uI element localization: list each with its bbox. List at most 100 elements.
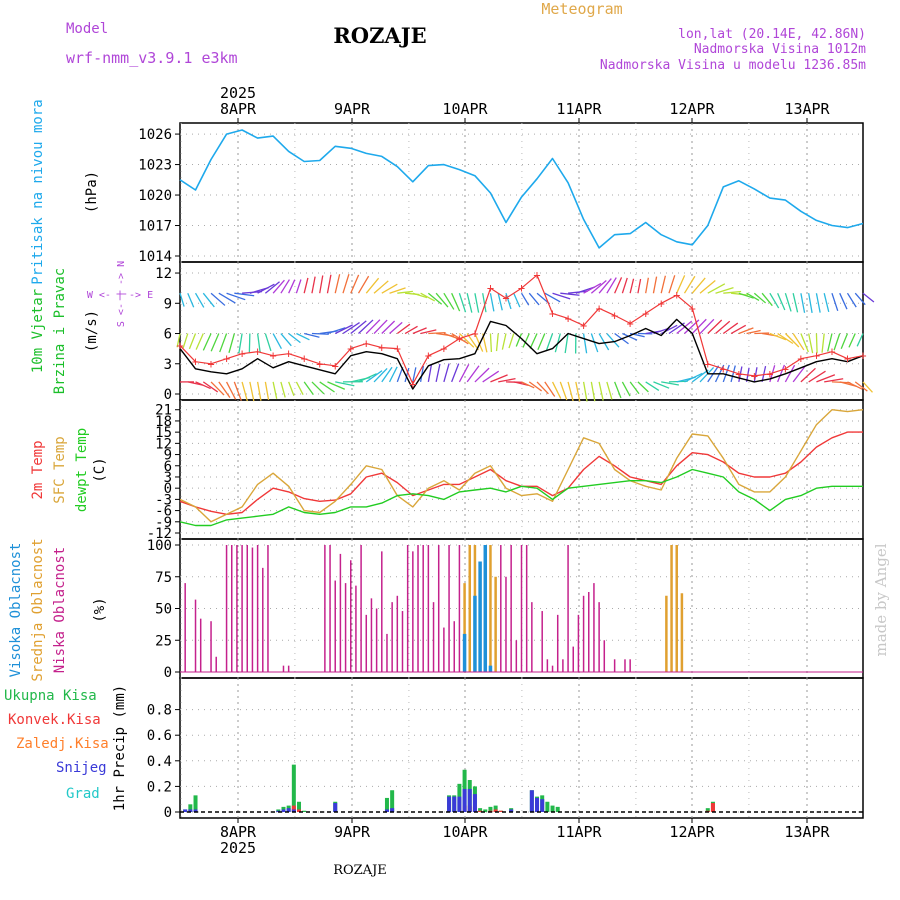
gust-marker: + bbox=[207, 357, 214, 371]
gust-marker: + bbox=[502, 291, 509, 305]
bottom-day-label: 8APR bbox=[220, 823, 257, 841]
wind-arrow bbox=[202, 333, 212, 351]
wind-arrow bbox=[831, 292, 839, 311]
pressure-ylabel: (hPa) bbox=[84, 171, 100, 213]
wind-arrow bbox=[497, 293, 503, 311]
gust-marker: + bbox=[564, 311, 571, 325]
precip-legend-conv: Konvek.Kisa bbox=[8, 712, 101, 728]
wind-arrow bbox=[365, 370, 383, 383]
wind-arrow bbox=[824, 378, 844, 383]
wind-arrow bbox=[264, 281, 280, 294]
wind-arrow bbox=[327, 327, 346, 335]
temp-title-3: dewpt Temp bbox=[74, 428, 90, 512]
wind-arrow bbox=[319, 275, 324, 294]
wind-compass-horizontal: W <- | -> E bbox=[87, 290, 153, 301]
wind-arrow bbox=[676, 275, 686, 294]
wind-arrow bbox=[560, 292, 580, 296]
gust-marker: + bbox=[456, 332, 463, 346]
wind-arrow bbox=[544, 292, 561, 303]
gust-marker: + bbox=[301, 352, 308, 366]
gust-marker: + bbox=[332, 359, 339, 373]
gust-marker: + bbox=[828, 345, 835, 359]
top-day-label: 10APR bbox=[442, 100, 488, 118]
y-tick-label: -3 bbox=[155, 492, 172, 508]
wind-arrow bbox=[303, 381, 314, 396]
wind-arrow bbox=[226, 292, 246, 301]
wind-arrow bbox=[288, 333, 301, 344]
precip-snow-bar bbox=[193, 809, 198, 812]
wind-arrow bbox=[234, 292, 255, 297]
precip-total-bar bbox=[488, 806, 493, 812]
wind-arrow bbox=[228, 333, 235, 353]
wind-arrow bbox=[637, 278, 642, 294]
wind-arrow bbox=[614, 277, 623, 294]
wind-arrow bbox=[513, 292, 521, 308]
gust-marker: + bbox=[409, 377, 416, 391]
precip-conv-bar bbox=[478, 810, 483, 812]
precip-total-bar bbox=[483, 809, 488, 812]
wind-arrow bbox=[590, 280, 607, 294]
top-day-label: 8APR bbox=[220, 100, 257, 118]
y-tick-label: 0 bbox=[164, 481, 172, 497]
wind-arrow bbox=[598, 381, 604, 401]
model-elevation-label: Nadmorska Visina u modelu 1236.85m bbox=[600, 58, 866, 73]
wind-arrow bbox=[723, 290, 742, 294]
wind-arrow bbox=[373, 319, 388, 334]
gust-marker: + bbox=[270, 349, 277, 363]
wind-arrow bbox=[311, 381, 325, 395]
gust-marker: + bbox=[673, 288, 680, 302]
axis-layer: 10141017102010231026036912-12-9-6-303691… bbox=[138, 118, 808, 823]
wind-arrow bbox=[522, 333, 530, 348]
gust-marker: + bbox=[285, 347, 292, 361]
wind-arrow bbox=[238, 333, 243, 354]
gust-marker: + bbox=[859, 349, 866, 363]
wind-arrow bbox=[528, 381, 543, 392]
wind-arrow bbox=[536, 381, 549, 395]
wind-arrow bbox=[195, 381, 211, 390]
wind-arrow bbox=[769, 292, 780, 309]
y-tick-label: 6 bbox=[164, 327, 172, 343]
wind-arrow bbox=[684, 372, 703, 383]
wind-arrow bbox=[862, 381, 873, 393]
wind-arrow bbox=[482, 293, 487, 313]
bottom-day-label: 12APR bbox=[669, 823, 715, 841]
precip-total-bar bbox=[390, 790, 395, 812]
wind-arrow bbox=[466, 365, 480, 383]
precip-legend-frz: Zaledj.Kisa bbox=[16, 736, 109, 752]
wind-arrow bbox=[815, 333, 818, 354]
wind-arrow bbox=[412, 327, 427, 335]
wind-compass-vertical: S <- | -> N bbox=[116, 261, 127, 327]
wind-arrow bbox=[614, 381, 622, 399]
y-tick-label: 21 bbox=[155, 403, 172, 419]
gust-marker: + bbox=[720, 362, 727, 376]
wind-arrow bbox=[800, 293, 806, 313]
wind-arrow bbox=[326, 274, 332, 294]
wind-arrow bbox=[188, 333, 197, 350]
bottom-station-title: ROZAJE bbox=[333, 863, 387, 878]
wind-arrow bbox=[218, 292, 236, 304]
y-tick-label: -6 bbox=[155, 504, 172, 520]
wind-arrow bbox=[699, 280, 716, 294]
wind-arrow bbox=[295, 279, 302, 294]
precip-conv-bar bbox=[291, 805, 296, 812]
wind-arrow bbox=[513, 381, 529, 387]
precip-conv-bar bbox=[493, 809, 498, 812]
gust-marker: + bbox=[471, 327, 478, 341]
y-tick-label: -9 bbox=[155, 515, 172, 531]
temp-ylabel: (C) bbox=[92, 457, 108, 482]
wind-arrow bbox=[645, 381, 660, 392]
wind-arrow bbox=[474, 333, 484, 352]
wind-arrow bbox=[249, 381, 255, 402]
wind-arrow bbox=[582, 333, 588, 354]
gust-marker: + bbox=[813, 349, 820, 363]
wind-arrow bbox=[381, 283, 398, 294]
wind-arrow bbox=[564, 333, 569, 354]
wind-arrow bbox=[575, 381, 581, 402]
data-layer: + + + + + + + + + + + + + + + + + + + + + + + + + + + + + + + + + + + + + + + +… bbox=[176, 129, 875, 813]
t2m-line bbox=[179, 431, 863, 515]
wind-arrow bbox=[660, 275, 667, 294]
wind-arrow bbox=[583, 282, 602, 294]
model-name: wrf-nmm_v3.9.1 e3km bbox=[66, 49, 238, 67]
y-tick-label: 9 bbox=[164, 296, 172, 312]
gust-marker: + bbox=[363, 337, 370, 351]
